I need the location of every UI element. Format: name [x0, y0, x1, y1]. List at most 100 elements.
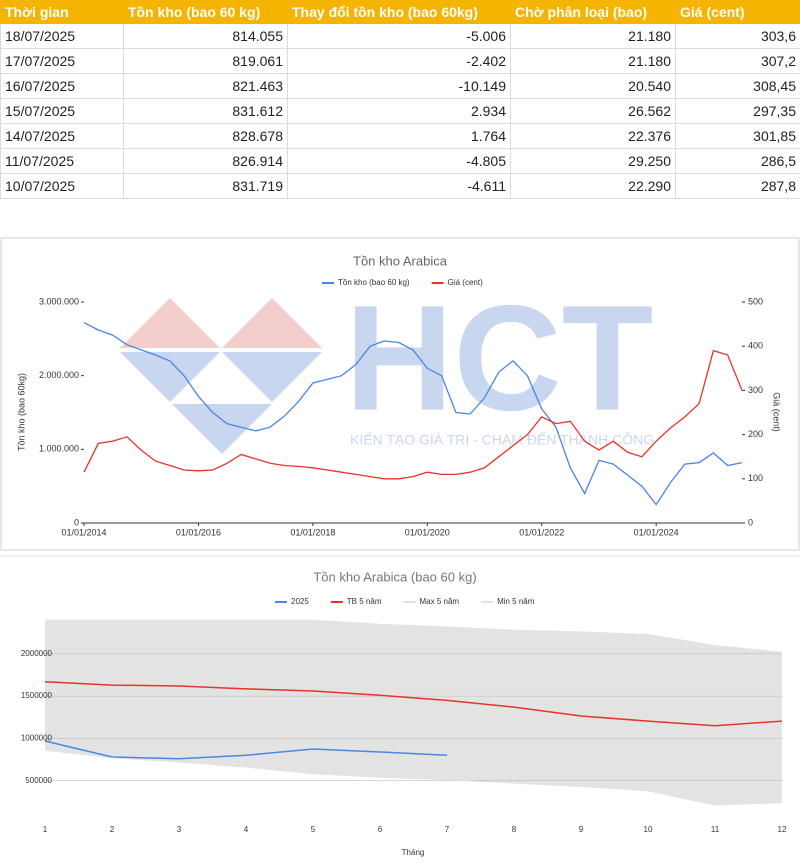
table-cell: -2.402 [287, 48, 511, 74]
table-cell: 286,5 [675, 148, 800, 174]
y-tick-label: 2.000.000 [39, 370, 79, 380]
header-row: Thời gian Tồn kho (bao 60 kg) Thay đổi tồn… [0, 0, 800, 24]
table-cell: 1.764 [287, 123, 511, 149]
table-row: 11/07/2025 826.914 -4.805 29.250 286,5 [0, 148, 800, 174]
x-tick-label: 3 [177, 825, 182, 834]
table-cell: 26.562 [510, 98, 676, 124]
x-tick-label: 12 [778, 825, 787, 834]
x-tick-label: 10 [644, 825, 653, 834]
table-cell: 15/07/2025 [0, 98, 124, 124]
column-header: Thay đổi tồn kho (bao 60kg) [287, 0, 511, 24]
column-header: Chờ phân loại (bao) [510, 0, 676, 24]
column-header: Thời gian [0, 0, 124, 24]
y2-tick-label: 300 [748, 385, 763, 395]
table-cell: 22.376 [510, 123, 676, 149]
table-row: 10/07/2025 831.719 -4.611 22.290 287,8 [0, 173, 800, 199]
y-axis-title: Tồn kho (bao 60kg) [16, 373, 26, 451]
x-axis-title: Tháng [402, 848, 425, 857]
table-cell: 303,6 [675, 23, 800, 49]
series-line [44, 680, 783, 727]
table-row: 17/07/2025 819.061 -2.402 21.180 307,2 [0, 48, 800, 74]
table-cell: 287,8 [675, 173, 800, 199]
x-tick-label: 1 [43, 825, 48, 834]
table-cell: 308,45 [675, 73, 800, 99]
table-cell: -5.006 [287, 23, 511, 49]
x-tick-label: 9 [579, 825, 584, 834]
table-cell: 20.540 [510, 73, 676, 99]
legend-label: 2025 [291, 597, 309, 606]
logo-shape [120, 352, 220, 402]
table-cell: 301,85 [675, 123, 800, 149]
x-tick-label: 01/01/2016 [176, 527, 221, 537]
legend-label: TB 5 năm [347, 597, 382, 606]
table-cell: 22.290 [510, 173, 676, 199]
y-tick-label: 1500000 [21, 691, 53, 700]
x-tick-label: 11 [711, 825, 720, 834]
y-tick-label: 3.000.000 [39, 296, 79, 306]
column-header: Giá (cent) [675, 0, 800, 24]
chart-title: Tồn kho Arabica [353, 253, 448, 268]
table-cell: 819.061 [123, 48, 288, 74]
x-tick-label: 4 [244, 825, 249, 834]
table-cell: 831.612 [123, 98, 288, 124]
y2-tick-label: 100 [748, 473, 763, 483]
table-cell: 821.463 [123, 73, 288, 99]
table-cell: 10/07/2025 [0, 173, 124, 199]
chart-frame [0, 237, 800, 551]
table-row: 15/07/2025 831.612 2.934 26.562 297,35 [0, 98, 800, 124]
logo-shape [222, 352, 322, 402]
table-cell: 814.055 [123, 23, 288, 49]
y2-tick-label: 400 [748, 341, 763, 351]
table-cell: 21.180 [510, 23, 676, 49]
series-line [83, 349, 743, 480]
x-tick-label: 01/01/2020 [405, 527, 450, 537]
y-tick-label: 0 [74, 517, 79, 527]
table-cell: 2.934 [287, 98, 511, 124]
table-cell: 11/07/2025 [0, 148, 124, 174]
y-tick-label: 1.000.000 [39, 444, 79, 454]
table-row: 16/07/2025 821.463 -10.149 20.540 308,45 [0, 73, 800, 99]
range-band [45, 620, 782, 806]
logo-shape [120, 298, 220, 348]
logo-shape [222, 298, 322, 348]
y-tick-label: 500000 [25, 776, 52, 785]
x-tick-label: 7 [445, 825, 450, 834]
x-tick-label: 01/01/2022 [519, 527, 564, 537]
x-tick-label: 5 [311, 825, 316, 834]
x-tick-label: 8 [512, 825, 517, 834]
table-cell: 29.250 [510, 148, 676, 174]
table-cell: 307,2 [675, 48, 800, 74]
data-table: Thời gian Tồn kho (bao 60 kg) Thay đổi tồn… [0, 0, 800, 199]
table-row: 14/07/2025 828.678 1.764 22.376 301,85 [0, 123, 800, 149]
y2-axis-title: Giá (cent) [772, 392, 782, 432]
watermark-logo: HCT [345, 274, 653, 442]
legend-label: Tồn kho (bao 60 kg) [338, 278, 410, 287]
legend-label: Max 5 năm [419, 597, 459, 606]
x-tick-label: 01/01/2018 [290, 527, 335, 537]
x-tick-label: 6 [378, 825, 383, 834]
y-tick-label: 2000000 [21, 649, 53, 658]
table-cell: 16/07/2025 [0, 73, 124, 99]
column-header: Tồn kho (bao 60 kg) [123, 0, 288, 24]
table-cell: 828.678 [123, 123, 288, 149]
legend-label: Giá (cent) [448, 278, 483, 287]
y2-tick-label: 500 [748, 296, 763, 306]
table-cell: 14/07/2025 [0, 123, 124, 149]
table-cell: -4.611 [287, 173, 511, 199]
y-tick-label: 1000000 [21, 734, 53, 743]
table-cell: 826.914 [123, 148, 288, 174]
x-tick-label: 2 [110, 825, 115, 834]
table-cell: 18/07/2025 [0, 23, 124, 49]
watermark-tagline: KIẾN TẠO GIÁ TRỊ - CHẠM ĐẾN THÀNH CÔNG [350, 432, 654, 448]
logo-shape [172, 404, 272, 454]
table-cell: 297,35 [675, 98, 800, 124]
series-line [44, 740, 448, 760]
chart-title: Tồn kho Arabica (bao 60 kg) [313, 569, 476, 584]
x-tick-label: 01/01/2024 [634, 527, 679, 537]
y2-tick-label: 200 [748, 429, 763, 439]
y2-tick-label: 0 [748, 517, 753, 527]
table-cell: -10.149 [287, 73, 511, 99]
table-row: 18/07/2025 814.055 -5.006 21.180 303,6 [0, 23, 800, 49]
